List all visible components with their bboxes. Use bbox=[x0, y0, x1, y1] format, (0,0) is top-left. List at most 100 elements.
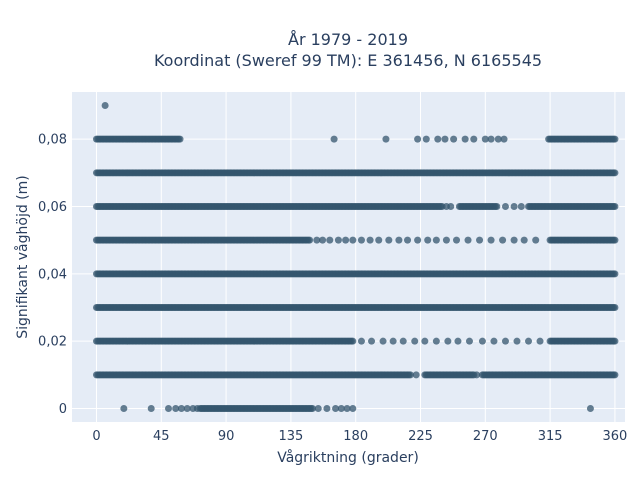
data-point bbox=[500, 135, 508, 143]
data-row bbox=[92, 371, 619, 379]
data-point bbox=[532, 236, 540, 244]
data-point bbox=[334, 236, 342, 244]
data-point bbox=[349, 236, 357, 244]
data-point bbox=[434, 135, 442, 143]
data-row bbox=[92, 337, 619, 345]
data-point bbox=[314, 405, 322, 413]
data-row bbox=[120, 405, 594, 413]
data-point bbox=[375, 236, 383, 244]
y-tick-label: 0,06 bbox=[38, 200, 67, 215]
data-point bbox=[494, 135, 502, 143]
data-point bbox=[520, 236, 528, 244]
data-point bbox=[120, 405, 128, 413]
x-tick-label: 225 bbox=[408, 429, 433, 444]
data-point bbox=[193, 405, 201, 413]
data-point bbox=[424, 236, 432, 244]
x-tick-label: 45 bbox=[153, 429, 170, 444]
data-point bbox=[490, 337, 498, 345]
data-point bbox=[326, 236, 334, 244]
data-point bbox=[342, 236, 350, 244]
data-point bbox=[368, 337, 376, 345]
data-point bbox=[611, 169, 619, 177]
data-point bbox=[172, 405, 180, 413]
y-axis-title: Signifikant våghöjd (m) bbox=[14, 175, 31, 338]
data-row bbox=[92, 135, 619, 143]
y-tick-label: 0,04 bbox=[38, 267, 67, 282]
data-point bbox=[432, 236, 440, 244]
data-point bbox=[465, 337, 473, 345]
chart-title-line2: Koordinat (Sweref 99 TM): E 361456, N 61… bbox=[154, 51, 542, 70]
data-point bbox=[343, 405, 351, 413]
x-tick-label: 135 bbox=[278, 429, 303, 444]
data-row bbox=[101, 101, 109, 109]
data-point bbox=[586, 405, 594, 413]
data-point bbox=[177, 405, 185, 413]
data-point bbox=[487, 236, 495, 244]
data-point bbox=[101, 101, 109, 109]
data-point bbox=[176, 135, 184, 143]
data-point bbox=[349, 405, 357, 413]
data-point bbox=[421, 337, 429, 345]
data-point bbox=[611, 337, 619, 345]
data-row bbox=[92, 202, 619, 210]
data-point bbox=[461, 135, 469, 143]
x-tick-label: 360 bbox=[603, 429, 628, 444]
data-point bbox=[517, 202, 525, 210]
y-tick-label: 0,08 bbox=[38, 133, 67, 148]
data-point bbox=[379, 337, 387, 345]
data-row bbox=[92, 169, 619, 177]
data-points bbox=[92, 101, 619, 413]
x-tick-label: 270 bbox=[473, 429, 498, 444]
data-point bbox=[454, 337, 462, 345]
data-point bbox=[525, 337, 533, 345]
data-point bbox=[464, 236, 472, 244]
data-point bbox=[611, 236, 619, 244]
data-row bbox=[92, 236, 619, 244]
x-tick-label: 180 bbox=[343, 429, 368, 444]
y-tick-label: 0,02 bbox=[38, 335, 67, 350]
data-point bbox=[366, 236, 374, 244]
y-tick-labels: 0 0,02 0,04 0,06 0,08 bbox=[38, 133, 67, 417]
data-row bbox=[92, 304, 619, 312]
data-point bbox=[399, 337, 407, 345]
data-point bbox=[414, 135, 422, 143]
data-point bbox=[147, 405, 155, 413]
data-point bbox=[513, 337, 521, 345]
data-point bbox=[306, 236, 314, 244]
plot-background bbox=[72, 92, 625, 422]
data-point bbox=[313, 236, 321, 244]
data-point bbox=[481, 135, 489, 143]
data-point bbox=[611, 135, 619, 143]
data-point bbox=[510, 202, 518, 210]
data-point bbox=[337, 405, 345, 413]
data-point bbox=[470, 135, 478, 143]
data-point bbox=[164, 405, 172, 413]
data-point bbox=[536, 337, 544, 345]
data-point bbox=[414, 236, 422, 244]
data-point bbox=[501, 202, 509, 210]
data-point bbox=[476, 236, 484, 244]
data-point bbox=[412, 371, 420, 379]
x-axis-title: Vågriktning (grader) bbox=[277, 449, 419, 466]
data-point bbox=[330, 135, 338, 143]
data-point bbox=[493, 202, 501, 210]
data-point bbox=[611, 270, 619, 278]
data-point bbox=[442, 236, 450, 244]
data-point bbox=[441, 135, 449, 143]
data-point bbox=[385, 236, 393, 244]
data-point bbox=[323, 405, 331, 413]
data-point bbox=[499, 236, 507, 244]
data-point bbox=[404, 236, 412, 244]
x-tick-label: 315 bbox=[538, 429, 563, 444]
data-point bbox=[478, 337, 486, 345]
data-point bbox=[309, 405, 316, 413]
x-tick-label: 90 bbox=[218, 429, 235, 444]
data-point bbox=[611, 202, 619, 210]
data-point bbox=[395, 236, 403, 244]
data-point bbox=[332, 405, 340, 413]
data-row bbox=[92, 270, 619, 278]
y-tick-label: 0 bbox=[59, 402, 67, 417]
x-tick-labels: 0 45 90 135 180 225 270 315 360 bbox=[92, 429, 627, 444]
